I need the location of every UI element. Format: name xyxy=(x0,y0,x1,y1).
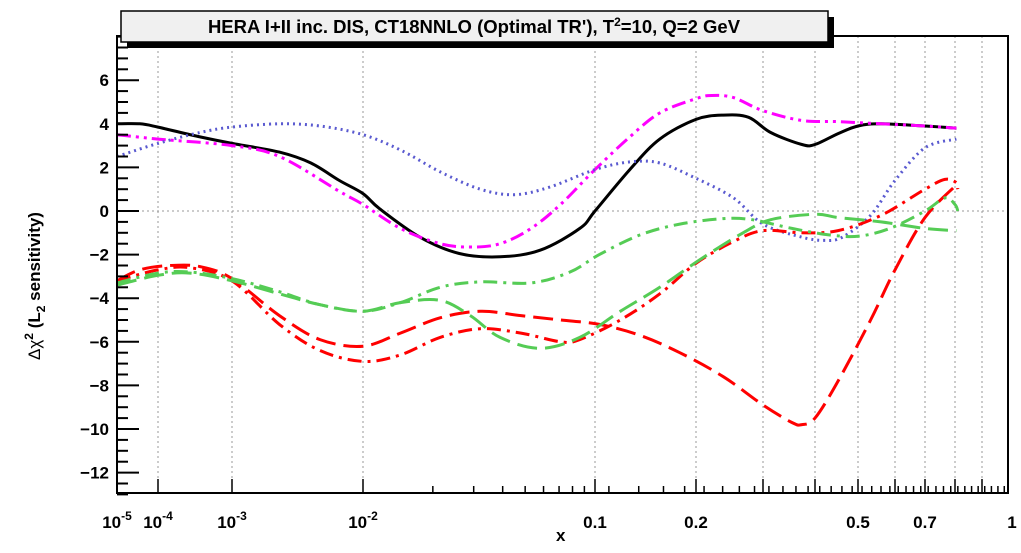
series-red-long-dashed xyxy=(116,183,958,427)
x-tick-label: 10-4 xyxy=(143,509,173,532)
x-tick-label: 1 xyxy=(1007,513,1016,532)
y-tick-label: −2 xyxy=(90,246,109,265)
grid-layer xyxy=(157,36,983,493)
x-tick-label: 0.2 xyxy=(684,513,708,532)
series-black-solid xyxy=(116,113,957,259)
y-tick-label: 0 xyxy=(100,202,109,221)
x-tick-label: 0.5 xyxy=(846,513,870,532)
series-green-long-dashed xyxy=(116,212,957,350)
plot-frame xyxy=(116,35,1009,494)
y-tick-label: −10 xyxy=(80,420,109,439)
y-tick-label: 4 xyxy=(100,115,110,134)
title-box xyxy=(120,10,829,43)
y-tick-label: −8 xyxy=(90,376,109,395)
y-tick-label: 6 xyxy=(100,71,109,90)
y-tick-label: −12 xyxy=(80,464,109,483)
curves-layer xyxy=(116,93,960,427)
series-red-dash-dot xyxy=(116,177,960,363)
y-tick-label: −6 xyxy=(90,333,109,352)
x-tick-label: 10-2 xyxy=(348,509,378,532)
x-tick-label: 0.7 xyxy=(913,513,937,532)
x-axis: 10-5 10-4 10-3 10-2 0.1 0.2 0.5 0.7 1 xyxy=(102,479,1017,532)
x-tick-label: 10-5 xyxy=(102,509,132,532)
y-tick-label: 2 xyxy=(100,158,109,177)
y-axis-title: Δχ2 (L2 sensitivity) xyxy=(22,212,48,360)
series-green-dash-dot xyxy=(116,196,960,313)
x-tick-label: 10-3 xyxy=(217,509,247,532)
y-axis: 6 4 2 0 −2 −4 −6 −8 −10 −12 xyxy=(80,35,139,496)
chart-title: HERA I+II inc. DIS, CT18NNLO (Optimal TR… xyxy=(208,15,741,37)
series-magenta-dash-dot-dot xyxy=(116,93,957,249)
x-tick-label: 0.1 xyxy=(583,513,607,532)
y-tick-label: −4 xyxy=(90,289,110,308)
series-blue-dotted xyxy=(116,122,957,242)
x-axis-title: x xyxy=(556,526,566,545)
